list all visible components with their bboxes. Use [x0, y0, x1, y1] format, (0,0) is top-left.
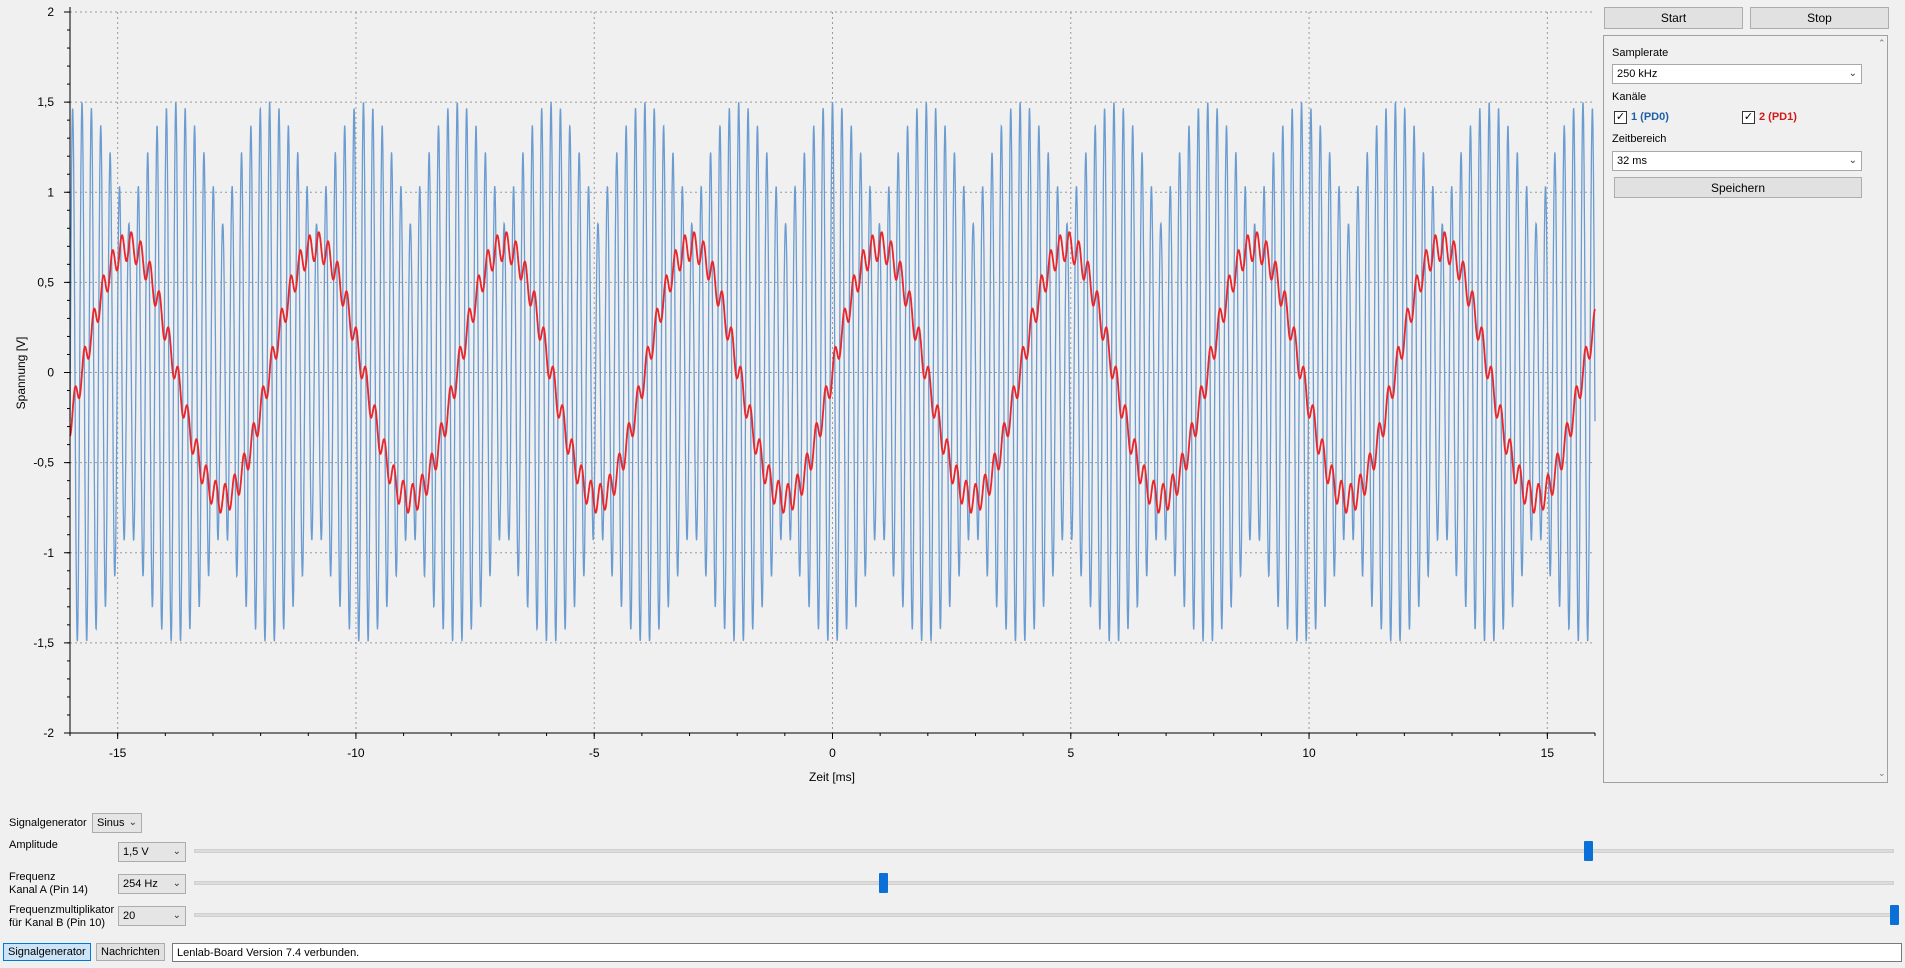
- x-tick-label: 0: [829, 746, 836, 760]
- amplitude-select[interactable]: 1,5 V ⌄: [118, 842, 186, 862]
- frequency-label: Frequenz: [9, 871, 56, 883]
- channel2-label: 2 (PD1): [1759, 111, 1797, 123]
- chevron-down-icon: ⌄: [1848, 155, 1857, 166]
- frequency-sublabel: Kanal A (Pin 14): [9, 884, 88, 896]
- samplerate-select[interactable]: 250 kHz ⌄: [1612, 64, 1862, 84]
- samplerate-label: Samplerate: [1612, 47, 1669, 59]
- y-tick-label: -1,5: [33, 636, 54, 650]
- y-tick-label: -1: [43, 546, 54, 560]
- y-tick-label: 0,5: [37, 275, 54, 289]
- signalgenerator-value: Sinus: [97, 817, 125, 829]
- status-message: Lenlab-Board Version 7.4 verbunden.: [172, 943, 1902, 962]
- amplitude-slider-handle[interactable]: [1584, 841, 1593, 861]
- frequency-value: 254 Hz: [123, 878, 158, 890]
- chevron-down-icon: ⌄: [172, 878, 181, 889]
- multiplier-slider-handle[interactable]: [1890, 905, 1899, 925]
- status-text: Lenlab-Board Version 7.4 verbunden.: [177, 946, 360, 959]
- amplitude-value: 1,5 V: [123, 846, 149, 858]
- x-tick-label: -10: [347, 746, 365, 760]
- tab-nachrichten[interactable]: Nachrichten: [96, 943, 165, 961]
- samplerate-value: 250 kHz: [1617, 68, 1658, 80]
- multiplier-label: Frequenzmultiplikator: [9, 904, 115, 916]
- chevron-down-icon: ⌄: [128, 817, 137, 828]
- chevron-down-icon: ⌄: [1848, 68, 1857, 79]
- x-tick-label: -15: [109, 746, 127, 760]
- channel1-label: 1 (PD0): [1631, 111, 1669, 123]
- tab-signalgenerator[interactable]: Signalgenerator: [3, 943, 91, 961]
- save-button[interactable]: Speichern: [1614, 177, 1862, 198]
- start-button[interactable]: Start: [1604, 7, 1743, 29]
- series-channel-1-line: [69, 100, 1596, 643]
- y-tick-label: 0: [47, 366, 54, 380]
- channels-label: Kanäle: [1612, 91, 1647, 103]
- zeitbereich-value: 32 ms: [1617, 155, 1647, 167]
- chevron-down-icon: ⌄: [172, 846, 181, 857]
- chevron-down-icon: ⌄: [172, 910, 181, 921]
- channel2-checkbox[interactable]: ✓: [1742, 111, 1755, 124]
- x-tick-label: 5: [1067, 746, 1074, 760]
- signalgenerator-select[interactable]: Sinus ⌄: [92, 813, 142, 833]
- y-axis-label: Spannung [V]: [14, 337, 28, 410]
- channel1-checkbox[interactable]: ✓: [1614, 111, 1627, 124]
- frequency-slider-handle[interactable]: [878, 873, 888, 893]
- oscilloscope-plot: -15 -10 -5 0 5 10 15 -2 -1,5 -1 -0,5 0 0,5 1 1,5 2 Zeit…: [14, 5, 1596, 784]
- x-tick-label: 15: [1541, 746, 1555, 760]
- scroll-up-icon[interactable]: ⌃: [1878, 38, 1886, 48]
- x-axis-label: Zeit [ms]: [809, 770, 855, 784]
- y-tick-label: 2: [47, 5, 54, 19]
- y-tick-label: 1,5: [37, 95, 54, 109]
- y-tick-label: -0,5: [33, 456, 54, 470]
- scroll-down-icon[interactable]: ⌄: [1878, 768, 1886, 778]
- multiplier-select[interactable]: 20 ⌄: [118, 906, 186, 926]
- amplitude-label: Amplitude: [9, 839, 58, 851]
- plot-axes: -15 -10 -5 0 5 10 15 -2 -1,5 -1 -0,5 0 0,5 1 1,5 2: [33, 5, 1596, 760]
- settings-panel: Samplerate 250 kHz ⌄ Kanäle ✓ 1 (PD0) ✓ …: [1603, 35, 1888, 783]
- series-channel-2-line: [69, 231, 1596, 514]
- x-tick-label: -5: [589, 746, 600, 760]
- multiplier-value: 20: [123, 910, 136, 922]
- x-tick-label: 10: [1302, 746, 1316, 760]
- amplitude-slider-track[interactable]: [194, 849, 1894, 853]
- plot-series: [69, 100, 1596, 643]
- y-tick-label: -2: [43, 726, 54, 740]
- signalgenerator-label: Signalgenerator: [9, 817, 87, 829]
- frequency-slider-track[interactable]: [194, 881, 1894, 885]
- multiplier-sublabel: für Kanal B (Pin 10): [9, 917, 105, 929]
- frequency-select[interactable]: 254 Hz ⌄: [118, 874, 186, 894]
- stop-button[interactable]: Stop: [1750, 7, 1889, 29]
- zeitbereich-label: Zeitbereich: [1612, 133, 1667, 145]
- y-tick-label: 1: [47, 185, 54, 199]
- zeitbereich-select[interactable]: 32 ms ⌄: [1612, 151, 1862, 171]
- multiplier-slider-track[interactable]: [194, 913, 1894, 917]
